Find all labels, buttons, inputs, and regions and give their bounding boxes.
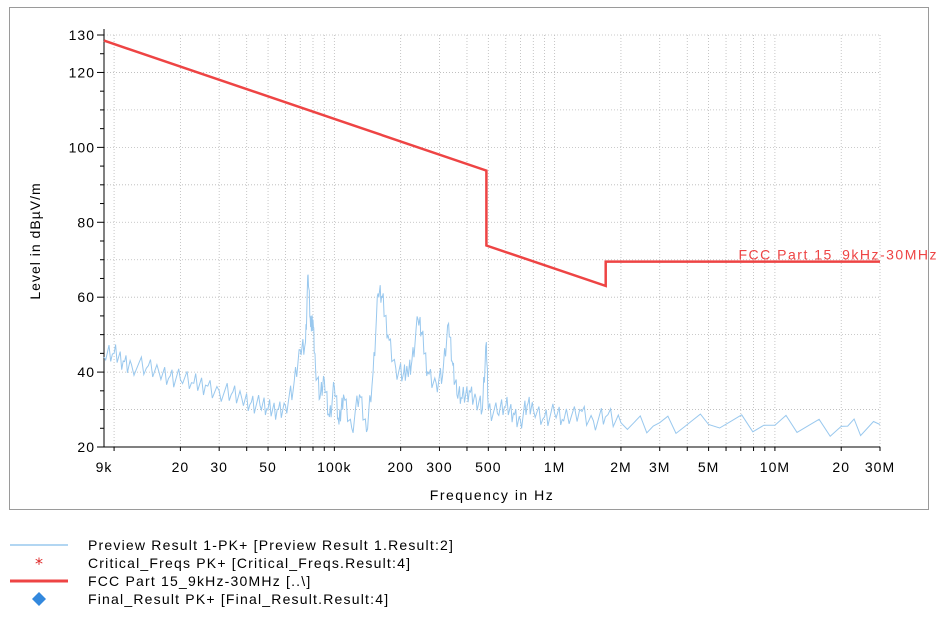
legend-label: Critical_Freqs PK+ [Critical_Freqs.Resul… [88,555,412,571]
x-tick-label: 30 [210,459,228,475]
x-tick-label: 500 [475,459,501,475]
y-tick-label: 100 [69,139,95,155]
legend-label: Preview Result 1-PK+ [Preview Result 1.R… [88,537,455,553]
x-tick-label: 30M [865,459,895,475]
legend-item-critical-freqs: * Critical_Freqs PK+ [Critical_Freqs.Res… [0,554,944,572]
x-axis-label: Frequency in Hz [430,487,554,503]
series-line-fcc-limit [103,39,880,288]
x-tick-label: 5M [698,459,719,475]
x-tick-label: 20 [172,459,190,475]
y-tick-label: 120 [69,64,95,80]
svg-text:*: * [35,554,43,572]
y-tick-label: 80 [77,214,95,230]
legend-label: Final_Result PK+ [Final_Result.Result:4] [88,591,390,607]
legend-label: FCC Part 15_9kHz-30MHz [..\] [88,573,312,589]
x-tick-label: 9k [96,459,113,475]
series-line-preview [103,274,881,438]
x-tick-label: 300 [426,459,452,475]
x-tick-label: 10M [760,459,790,475]
x-tick-label: 2M [610,459,631,475]
y-axis-label: Level in dBµV/m [27,182,43,299]
x-tick-label: 20 [832,459,850,475]
chart-frame [9,7,929,510]
y-tick-label: 20 [77,439,95,455]
x-tick-label: 3M [649,459,670,475]
legend-item-final-result: Final_Result PK+ [Final_Result.Result:4] [0,590,944,608]
x-tick-label: 100k [317,459,351,475]
x-tick-label: 200 [387,459,413,475]
y-tick-label: 60 [77,289,95,305]
legend-item-fcc-limit: FCC Part 15_9kHz-30MHz [..\] [0,572,944,590]
x-tick-label: 1M [544,459,565,475]
asterisk-marker-icon: * [35,554,43,572]
limit-line-label: FCC Part 15_9kHz-30MHz [739,247,939,263]
legend-line-icon [10,544,68,546]
y-tick-label: 40 [77,364,95,380]
legend-item-preview: Preview Result 1-PK+ [Preview Result 1.R… [0,536,944,554]
diamond-marker-icon [32,592,46,606]
x-tick-label: 50 [259,459,277,475]
legend-thick-line-icon [10,579,68,583]
y-tick-label: 130 [69,27,95,43]
